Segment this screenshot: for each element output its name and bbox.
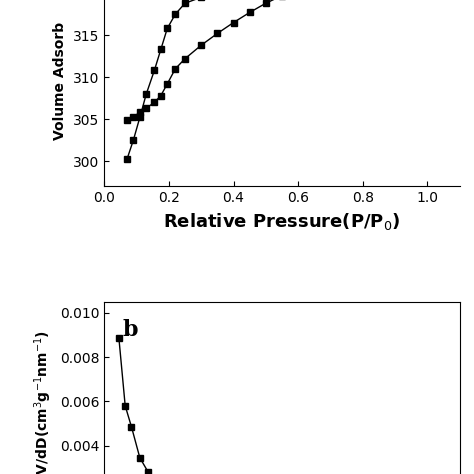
Y-axis label: Volume Adsorb: Volume Adsorb [54, 22, 67, 140]
Y-axis label: dV/dD(cm$^3$g$^{-1}$nm$^{-1}$): dV/dD(cm$^3$g$^{-1}$nm$^{-1}$) [33, 330, 55, 474]
X-axis label: Relative Pressure(P/P$_0$): Relative Pressure(P/P$_0$) [163, 211, 401, 232]
Text: b: b [122, 319, 137, 341]
